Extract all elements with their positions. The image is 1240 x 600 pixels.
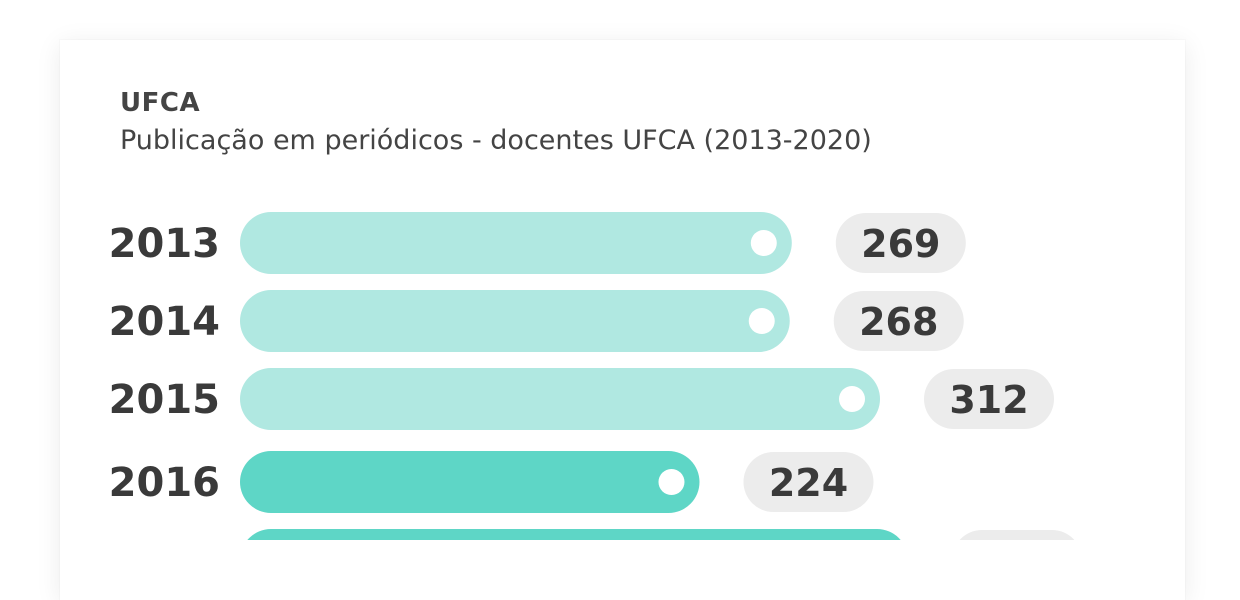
value-pill [924,369,1054,429]
value-pill [743,452,874,512]
bar-end-dot [748,308,775,334]
value-label: 268 [859,300,938,344]
bar [247,529,901,540]
bar-end-dot [658,469,685,495]
year-label: 2016 [109,460,220,506]
bar [240,212,792,274]
value-pill [833,291,964,351]
year-label: 2014 [109,299,220,345]
chart-subtitle: Publicação em periódicos - docentes UFCA… [120,125,872,156]
bar [240,368,880,430]
bar-end-dot [750,230,777,256]
bar-end-dot [839,386,865,412]
value-pill [959,530,1075,540]
year-label: 2013 [109,221,220,267]
bar [240,451,700,513]
value-pill [835,213,966,273]
value-label: 224 [769,461,848,505]
year-label: 2015 [109,377,220,423]
value-label: 269 [861,222,940,266]
bar-chart: 2013 269 2014 268 2015 312 2016 224 2017 [109,212,1075,540]
bar [240,290,790,352]
chart-title: UFCA [120,88,201,118]
year-label: 2017 [109,538,220,540]
value-label: 312 [949,378,1028,422]
